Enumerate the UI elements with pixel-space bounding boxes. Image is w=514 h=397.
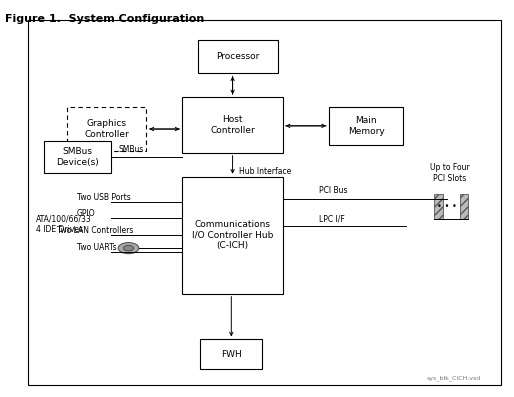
Bar	[67, 107, 146, 151]
Text: Up to Four
PCI Slots: Up to Four PCI Slots	[430, 163, 470, 183]
Bar	[198, 40, 278, 73]
Text: Main
Memory: Main Memory	[348, 116, 384, 136]
Text: Host
Controller: Host Controller	[210, 116, 255, 135]
Text: FWH: FWH	[221, 350, 242, 359]
Text: Hub Interface: Hub Interface	[239, 167, 291, 176]
Text: Two UARTs: Two UARTs	[77, 243, 117, 252]
Text: Figure 1.  System Configuration: Figure 1. System Configuration	[5, 14, 205, 24]
Text: GPIO: GPIO	[77, 209, 96, 218]
Text: SMBus: SMBus	[118, 145, 143, 154]
Bar	[200, 339, 262, 369]
Text: PCI Bus: PCI Bus	[319, 186, 347, 195]
Text: Two USB Ports: Two USB Ports	[77, 193, 131, 202]
Text: Processor: Processor	[216, 52, 260, 61]
Text: sys_blk_CICH.vsd: sys_blk_CICH.vsd	[426, 376, 481, 381]
Text: ATA/100/66/33
4 IDE Drives: ATA/100/66/33 4 IDE Drives	[36, 215, 91, 234]
Bar	[44, 141, 111, 173]
Bar	[182, 97, 283, 153]
Ellipse shape	[123, 245, 134, 251]
Bar	[434, 194, 443, 219]
Bar	[329, 107, 403, 145]
Bar	[182, 177, 283, 294]
Text: SMBus
Device(s): SMBus Device(s)	[56, 147, 99, 166]
Text: LPC I/F: LPC I/F	[319, 214, 344, 223]
Text: • • •: • • •	[437, 202, 456, 211]
Text: Communications
I/O Controller Hub
(C-ICH): Communications I/O Controller Hub (C-ICH…	[192, 220, 273, 250]
Ellipse shape	[118, 243, 139, 254]
Text: Graphics
Controller: Graphics Controller	[84, 119, 129, 139]
Bar	[460, 194, 468, 219]
Text: Two LAN Controllers: Two LAN Controllers	[57, 226, 133, 235]
